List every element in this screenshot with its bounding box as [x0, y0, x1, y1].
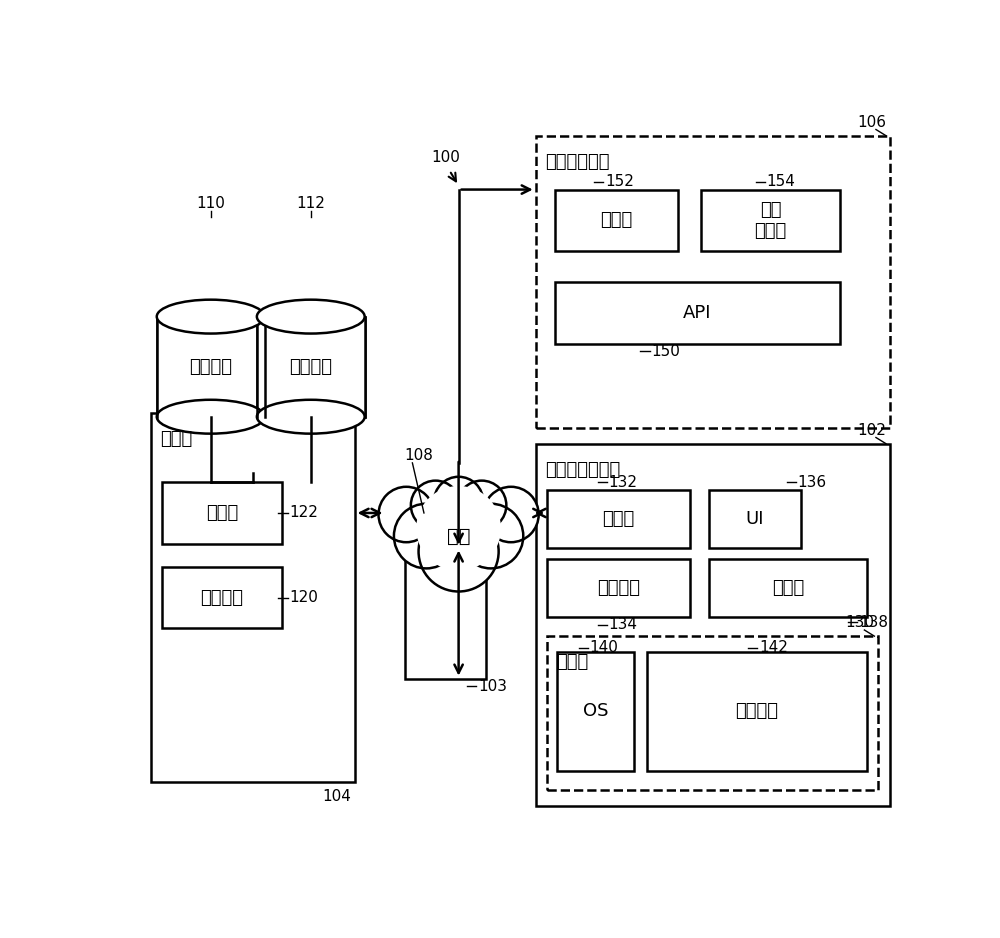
Text: 乘车
处理器: 乘车 处理器 [754, 201, 787, 240]
Text: 网络接口: 网络接口 [597, 579, 640, 597]
Bar [555, 282, 840, 343]
Bar [547, 636, 878, 790]
Text: 地图应用: 地图应用 [735, 703, 778, 720]
Text: 142: 142 [759, 641, 788, 656]
Text: 136: 136 [797, 475, 827, 490]
Ellipse shape [257, 299, 365, 334]
Text: 150: 150 [651, 343, 680, 358]
Circle shape [483, 487, 539, 542]
Circle shape [394, 504, 459, 568]
Bar [151, 413, 355, 782]
Bar [162, 567, 282, 628]
Ellipse shape [157, 299, 265, 334]
Bar [547, 490, 690, 548]
Text: OS: OS [583, 703, 608, 720]
Bar [555, 189, 678, 251]
Text: 134: 134 [609, 617, 638, 632]
Circle shape [459, 504, 523, 568]
Bar [547, 559, 690, 617]
Bar [536, 136, 890, 429]
Text: 120: 120 [289, 590, 318, 605]
Text: 103: 103 [478, 679, 507, 694]
Ellipse shape [257, 400, 365, 433]
Text: 服务器: 服务器 [160, 430, 192, 447]
Bar [157, 317, 265, 416]
Text: 路由引擎: 路由引擎 [200, 589, 243, 607]
Bar [536, 444, 890, 806]
Text: 客户端计算设备: 客户端计算设备 [545, 461, 620, 478]
Bar [709, 490, 801, 548]
Text: 第三方提供者: 第三方提供者 [545, 153, 609, 171]
Circle shape [416, 486, 501, 570]
Text: 154: 154 [767, 174, 795, 189]
Text: 传感器: 传感器 [772, 579, 804, 597]
Circle shape [411, 480, 460, 530]
Text: 140: 140 [590, 641, 618, 656]
Ellipse shape [157, 400, 265, 433]
Text: 108: 108 [405, 448, 434, 463]
Text: 110: 110 [196, 196, 225, 211]
Text: 152: 152 [605, 174, 634, 189]
Text: 处理器: 处理器 [206, 504, 238, 522]
Circle shape [434, 477, 483, 526]
Text: 100: 100 [432, 150, 461, 165]
Text: 网络: 网络 [447, 526, 470, 546]
Text: 处理器: 处理器 [602, 509, 635, 528]
Bar [405, 548, 486, 678]
Text: API: API [683, 304, 712, 322]
Circle shape [379, 487, 434, 542]
Bar [162, 482, 282, 544]
Bar [647, 652, 867, 771]
Bar [557, 652, 634, 771]
Text: 102: 102 [857, 422, 886, 437]
Text: 106: 106 [857, 114, 886, 129]
Text: 地图数据: 地图数据 [189, 357, 232, 375]
Bar [701, 189, 840, 251]
Circle shape [457, 480, 506, 530]
Text: 112: 112 [296, 196, 325, 211]
Circle shape [419, 511, 499, 592]
Text: 处理器: 处理器 [600, 211, 633, 230]
Text: 132: 132 [609, 475, 638, 490]
Text: 138: 138 [859, 614, 888, 629]
Text: 122: 122 [289, 506, 318, 521]
Text: UI: UI [746, 509, 764, 528]
Text: 存储器: 存储器 [556, 653, 589, 671]
Text: 交通数据: 交通数据 [289, 357, 332, 375]
Bar [709, 559, 867, 617]
Text: 104: 104 [322, 789, 351, 804]
Bar [257, 317, 365, 416]
Text: 130: 130 [845, 615, 874, 630]
